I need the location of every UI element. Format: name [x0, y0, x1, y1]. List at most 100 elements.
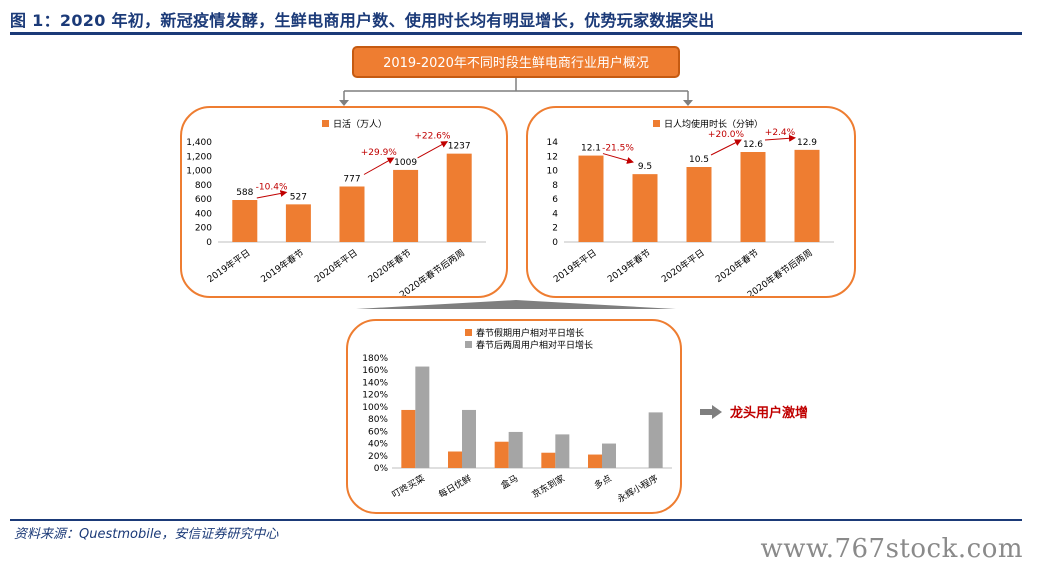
y-tick-label: 10: [547, 167, 559, 177]
legend-label: 日人均使用时长（分钟）: [664, 118, 763, 130]
annotation-arrow: [602, 153, 634, 164]
x-tick-label: 永辉小程序: [615, 472, 660, 505]
y-tick-label: 200: [195, 224, 212, 234]
x-tick-label: 2020年春节: [366, 247, 414, 285]
data-label: 1009: [394, 158, 417, 168]
legend-swatch: [322, 120, 329, 127]
y-tick-label: 1,200: [186, 152, 212, 162]
y-tick-label: 60%: [368, 427, 388, 437]
legend-swatch: [653, 120, 660, 127]
bar: [494, 441, 509, 468]
x-tick-label: 2020年平日: [659, 247, 707, 285]
y-tick-label: 0: [552, 238, 558, 248]
x-tick-label: 多点: [592, 472, 614, 491]
y-tick-label: 12: [547, 152, 558, 162]
bar: [415, 366, 430, 468]
y-tick-label: 20%: [368, 452, 388, 462]
dau-chart-panel: 日活（万人） 0 200 400 600 800 1,000 1,200 1,400 588 201…: [180, 106, 508, 301]
bar: [393, 169, 419, 242]
x-tick-label: 每日优鲜: [436, 472, 473, 500]
annotation-label: +22.6%: [414, 132, 451, 142]
y-tick-label: 160%: [362, 366, 388, 376]
x-tick-label: 2020年平日: [312, 247, 360, 285]
data-label: 12.1: [581, 144, 601, 154]
annotation-arrow: [256, 190, 288, 199]
y-tick-label: 1,000: [186, 167, 212, 177]
bar: [632, 174, 658, 242]
annotation-arrow: [363, 157, 395, 175]
legend-swatch: [465, 329, 472, 336]
data-label: 9.5: [638, 162, 652, 172]
x-tick-label: 2019年平日: [205, 247, 253, 285]
y-tick-label: 14: [547, 138, 559, 148]
bar: [401, 409, 416, 468]
bar: [462, 409, 476, 468]
top-divider: [10, 32, 1022, 35]
legend-swatch: [465, 341, 472, 348]
bar: [508, 431, 523, 468]
annotation-label: +20.0%: [708, 130, 745, 140]
x-tick-label: 2019年平日: [551, 247, 599, 285]
x-tick-label: 2019年春节: [605, 247, 653, 285]
annotation-arrow: [710, 139, 742, 156]
note: 龙头用户激增: [700, 402, 808, 421]
legend-label: 春节假期用户相对平日增长: [476, 327, 584, 339]
bar: [541, 452, 556, 468]
y-tick-label: 80%: [368, 415, 388, 425]
data-label: 777: [343, 175, 360, 185]
bottom-divider: [10, 519, 1022, 521]
bar: [555, 434, 570, 468]
bar: [686, 167, 712, 242]
y-tick-label: 1,400: [186, 138, 212, 148]
funnel-triangle: [356, 300, 676, 309]
bar: [588, 454, 602, 468]
bar: [648, 412, 663, 468]
bar: [740, 152, 766, 242]
legend-label: 春节后两周用户相对平日增长: [476, 339, 593, 351]
bar: [794, 149, 820, 242]
y-tick-label: 6: [552, 195, 558, 205]
right-arrow-icon: [700, 404, 722, 419]
figure-title: 图 1：2020 年初，新冠疫情发酵，生鲜电商用户数、使用时长均有明显增长，优势…: [10, 11, 715, 30]
x-tick-label: 2019年春节: [258, 247, 306, 285]
bar: [339, 186, 365, 242]
y-tick-label: 400: [195, 209, 212, 219]
annotation-arrow: [417, 141, 449, 159]
data-label: 527: [290, 192, 307, 202]
watermark: www.767stock.com: [760, 534, 1023, 564]
y-tick-label: 4: [552, 209, 558, 219]
growth-chart-panel: 春节假期用户相对平日增长 春节后两周用户相对平日增长 0% 20% 40% 60% 80% 1…: [346, 319, 682, 514]
y-tick-label: 600: [195, 195, 212, 205]
bar: [285, 204, 311, 242]
annotation-label: -21.5%: [602, 144, 634, 154]
legend-label: 日活（万人）: [333, 118, 387, 130]
data-label: 12.9: [797, 138, 817, 148]
bar: [448, 451, 462, 468]
y-tick-label: 0: [206, 238, 212, 248]
usage-time-bar-chart: 日人均使用时长（分钟） 0 2 4 6 8 10 12 14 12.1 2019年平日 9.5 2019…: [547, 118, 834, 301]
x-tick-label: 2020年春节: [713, 247, 761, 285]
y-tick-label: 40%: [368, 440, 388, 450]
dau-bar-chart: 日活（万人） 0 200 400 600 800 1,000 1,200 1,400 588 201…: [186, 118, 486, 301]
y-tick-label: 800: [195, 181, 212, 191]
x-tick-label: 盒马: [499, 472, 521, 491]
annotation-arrow: [764, 134, 796, 142]
y-tick-label: 140%: [362, 378, 388, 388]
bar: [602, 443, 616, 468]
data-label: 12.6: [743, 140, 763, 150]
y-tick-label: 2: [552, 224, 558, 234]
annotation-label: +29.9%: [361, 148, 398, 158]
header-banner: 2019-2020年不同时段生鲜电商行业用户概况: [352, 46, 680, 78]
bar: [232, 200, 258, 242]
annotation-label: -10.4%: [256, 182, 288, 192]
x-tick-label: 叮咚买菜: [390, 472, 427, 500]
bar: [446, 153, 472, 242]
usage-time-chart-panel: 日人均使用时长（分钟） 0 2 4 6 8 10 12 14 12.1 2019年平日 9.5 2019…: [526, 106, 856, 301]
y-tick-label: 120%: [362, 391, 388, 401]
y-tick-label: 8: [552, 181, 558, 191]
data-label: 10.5: [689, 155, 709, 165]
x-tick-label: 京东到家: [530, 472, 567, 500]
y-tick-label: 0%: [374, 464, 389, 474]
